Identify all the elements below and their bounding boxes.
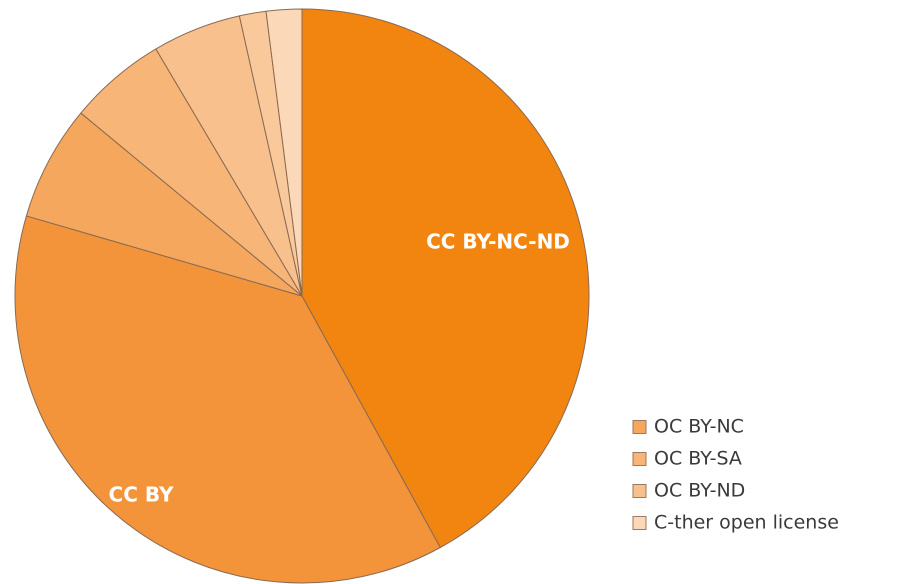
slice-label-cc-by-nc-nd: CC BY-NC-ND: [426, 230, 570, 254]
legend-swatch: [633, 421, 646, 434]
legend-swatch: [633, 453, 646, 466]
legend-item-oc-by-nc: OC BY-NC: [633, 416, 744, 438]
legend-item-oc-by-sa: OC BY-SA: [633, 448, 742, 470]
legend: OC BY-NC OC BY-SA OC BY-ND C-ther open lice…: [633, 416, 839, 534]
slice-label-cc-by: CC BY: [109, 483, 174, 507]
legend-label: OC BY-NC: [654, 416, 744, 438]
legend-label: OC BY-ND: [654, 480, 745, 502]
legend-item-oc-by-nd: OC BY-ND: [633, 480, 745, 502]
legend-swatch: [633, 517, 646, 530]
pie-slices: [15, 9, 589, 583]
legend-label: OC BY-SA: [654, 448, 742, 470]
legend-label: C-ther open license: [654, 512, 839, 534]
legend-swatch: [633, 485, 646, 498]
legend-item-c-ther-open-license: C-ther open license: [633, 512, 839, 534]
